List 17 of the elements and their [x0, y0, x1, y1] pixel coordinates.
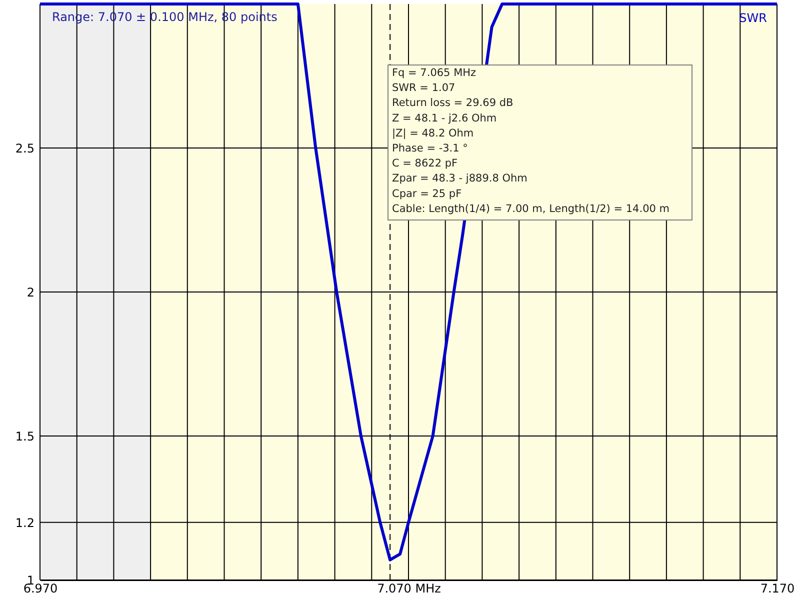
line-series	[38, 2, 778, 562]
annotation: C = 8622 pF	[392, 158, 458, 170]
y-tick-label: 2	[26, 286, 34, 300]
y-tick-label: 1.2	[15, 516, 34, 530]
annotation: Cpar = 25 pF	[392, 188, 462, 200]
y-tick-label: 1.5	[15, 430, 34, 444]
x-tick-label: 7.170	[760, 582, 795, 596]
annotation: SWR = 1.07	[392, 82, 456, 94]
y-tick-label: 2.5	[15, 142, 34, 156]
annotation: Z = 48.1 - j2.6 Ohm	[392, 112, 497, 124]
annotation: |Z| = 48.2 Ohm	[392, 127, 474, 140]
annotation: Return loss = 29.69 dB	[392, 97, 514, 110]
annotation: Phase = -3.1 °	[392, 142, 468, 154]
x-tick-label: 7.070 MHz	[377, 582, 441, 596]
annotation: Zpar = 48.3 - j889.8 Ohm	[392, 172, 528, 185]
annotation: Fq = 7.065 MHz	[392, 67, 477, 79]
annotation: Cable: Length(1/4) = 7.00 m, Length(1/2) = 14.00 m	[392, 202, 670, 215]
